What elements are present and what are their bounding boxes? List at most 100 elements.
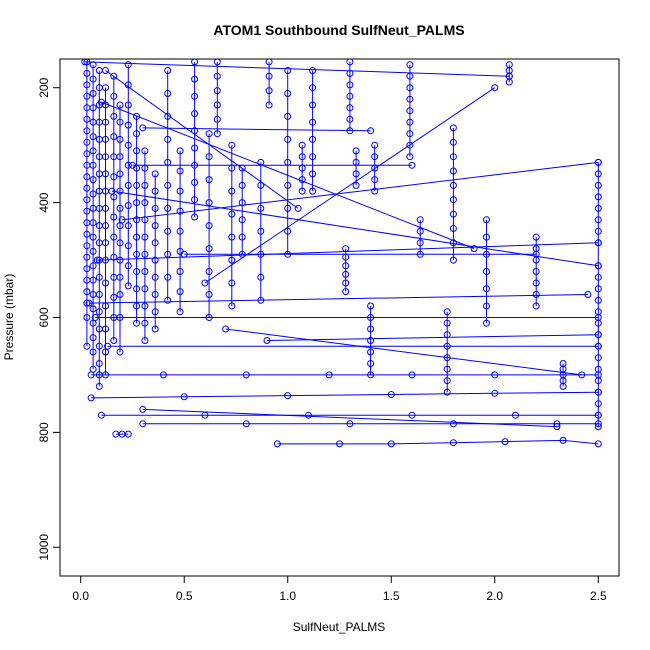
data-point <box>284 112 292 120</box>
data-point <box>265 87 273 95</box>
data-series <box>108 187 602 270</box>
data-point <box>443 319 451 327</box>
data-series <box>139 405 561 431</box>
data-point <box>309 135 317 143</box>
data-point <box>213 115 221 123</box>
data-point <box>371 176 379 184</box>
series-line <box>225 328 582 376</box>
series-line <box>84 61 510 77</box>
data-point <box>594 400 602 408</box>
data-point <box>176 268 184 275</box>
data-point <box>491 389 499 397</box>
data-series <box>89 61 97 373</box>
data-point <box>408 411 416 419</box>
data-point <box>83 115 91 123</box>
data-point <box>102 170 109 178</box>
series-line <box>97 242 599 261</box>
data-point <box>594 181 602 189</box>
data-point <box>205 268 213 275</box>
data-point <box>151 308 159 316</box>
data-series <box>93 239 602 264</box>
data-point <box>371 187 379 195</box>
data-series <box>298 141 306 195</box>
data-point <box>164 296 172 304</box>
data-point <box>594 262 602 270</box>
data-point <box>594 227 602 235</box>
data-point <box>151 256 159 264</box>
x-tick-label: 1.0 <box>279 589 296 603</box>
data-point <box>110 253 118 261</box>
data-point <box>367 360 375 367</box>
data-point <box>151 325 159 333</box>
data-point <box>116 204 124 212</box>
series-line <box>142 127 371 132</box>
data-point <box>116 101 124 109</box>
data-point <box>594 239 602 247</box>
data-point <box>124 141 132 149</box>
data-point <box>594 296 602 304</box>
data-series <box>213 58 221 138</box>
y-tick-label: 600 <box>37 307 51 327</box>
data-point <box>89 147 97 155</box>
data-series <box>352 147 360 189</box>
data-point <box>164 227 172 235</box>
data-point <box>352 170 360 178</box>
data-point <box>205 153 213 161</box>
data-series <box>257 158 265 304</box>
data-point <box>133 112 141 120</box>
data-point <box>371 153 379 161</box>
data-series <box>284 67 292 258</box>
data-series <box>176 147 184 316</box>
data-point <box>416 227 424 235</box>
data-point <box>133 268 141 275</box>
data-point <box>102 239 109 247</box>
data-point <box>449 138 457 146</box>
series-line <box>204 87 496 284</box>
series-line <box>91 391 599 399</box>
data-point <box>284 392 292 400</box>
series-line <box>266 334 599 341</box>
data-point <box>257 273 265 281</box>
data-point <box>133 199 141 207</box>
data-point <box>578 371 586 379</box>
data-point <box>483 268 490 275</box>
data-point <box>346 420 354 428</box>
data-point <box>594 354 602 362</box>
data-point <box>387 440 395 448</box>
data-point <box>102 67 109 74</box>
data-point <box>116 291 124 298</box>
data-point <box>594 193 602 201</box>
data-series <box>309 67 317 195</box>
data-point <box>594 420 602 428</box>
data-point <box>201 279 209 287</box>
data-point <box>532 302 540 310</box>
data-point <box>191 75 199 83</box>
data-point <box>176 147 184 155</box>
data-series <box>85 291 592 307</box>
data-point <box>594 216 602 224</box>
data-point <box>89 247 97 255</box>
data-point <box>180 393 188 401</box>
data-point <box>594 440 602 448</box>
series-line <box>101 101 475 250</box>
data-point <box>95 308 103 316</box>
data-point <box>141 285 149 293</box>
data-point <box>110 293 118 301</box>
data-point <box>304 411 312 419</box>
data-series <box>91 314 602 321</box>
data-point <box>213 87 221 95</box>
data-point <box>205 222 213 230</box>
data-point <box>83 184 91 192</box>
x-tick-label: 0.5 <box>176 589 193 603</box>
data-point <box>532 279 540 287</box>
data-point <box>141 268 149 275</box>
data-point <box>139 124 147 132</box>
data-point <box>133 302 141 310</box>
data-point <box>164 135 172 143</box>
data-point <box>191 110 199 118</box>
data-point <box>87 394 95 402</box>
data-point <box>222 325 230 333</box>
data-point <box>83 127 91 135</box>
data-point <box>228 256 236 264</box>
data-point <box>124 222 132 230</box>
